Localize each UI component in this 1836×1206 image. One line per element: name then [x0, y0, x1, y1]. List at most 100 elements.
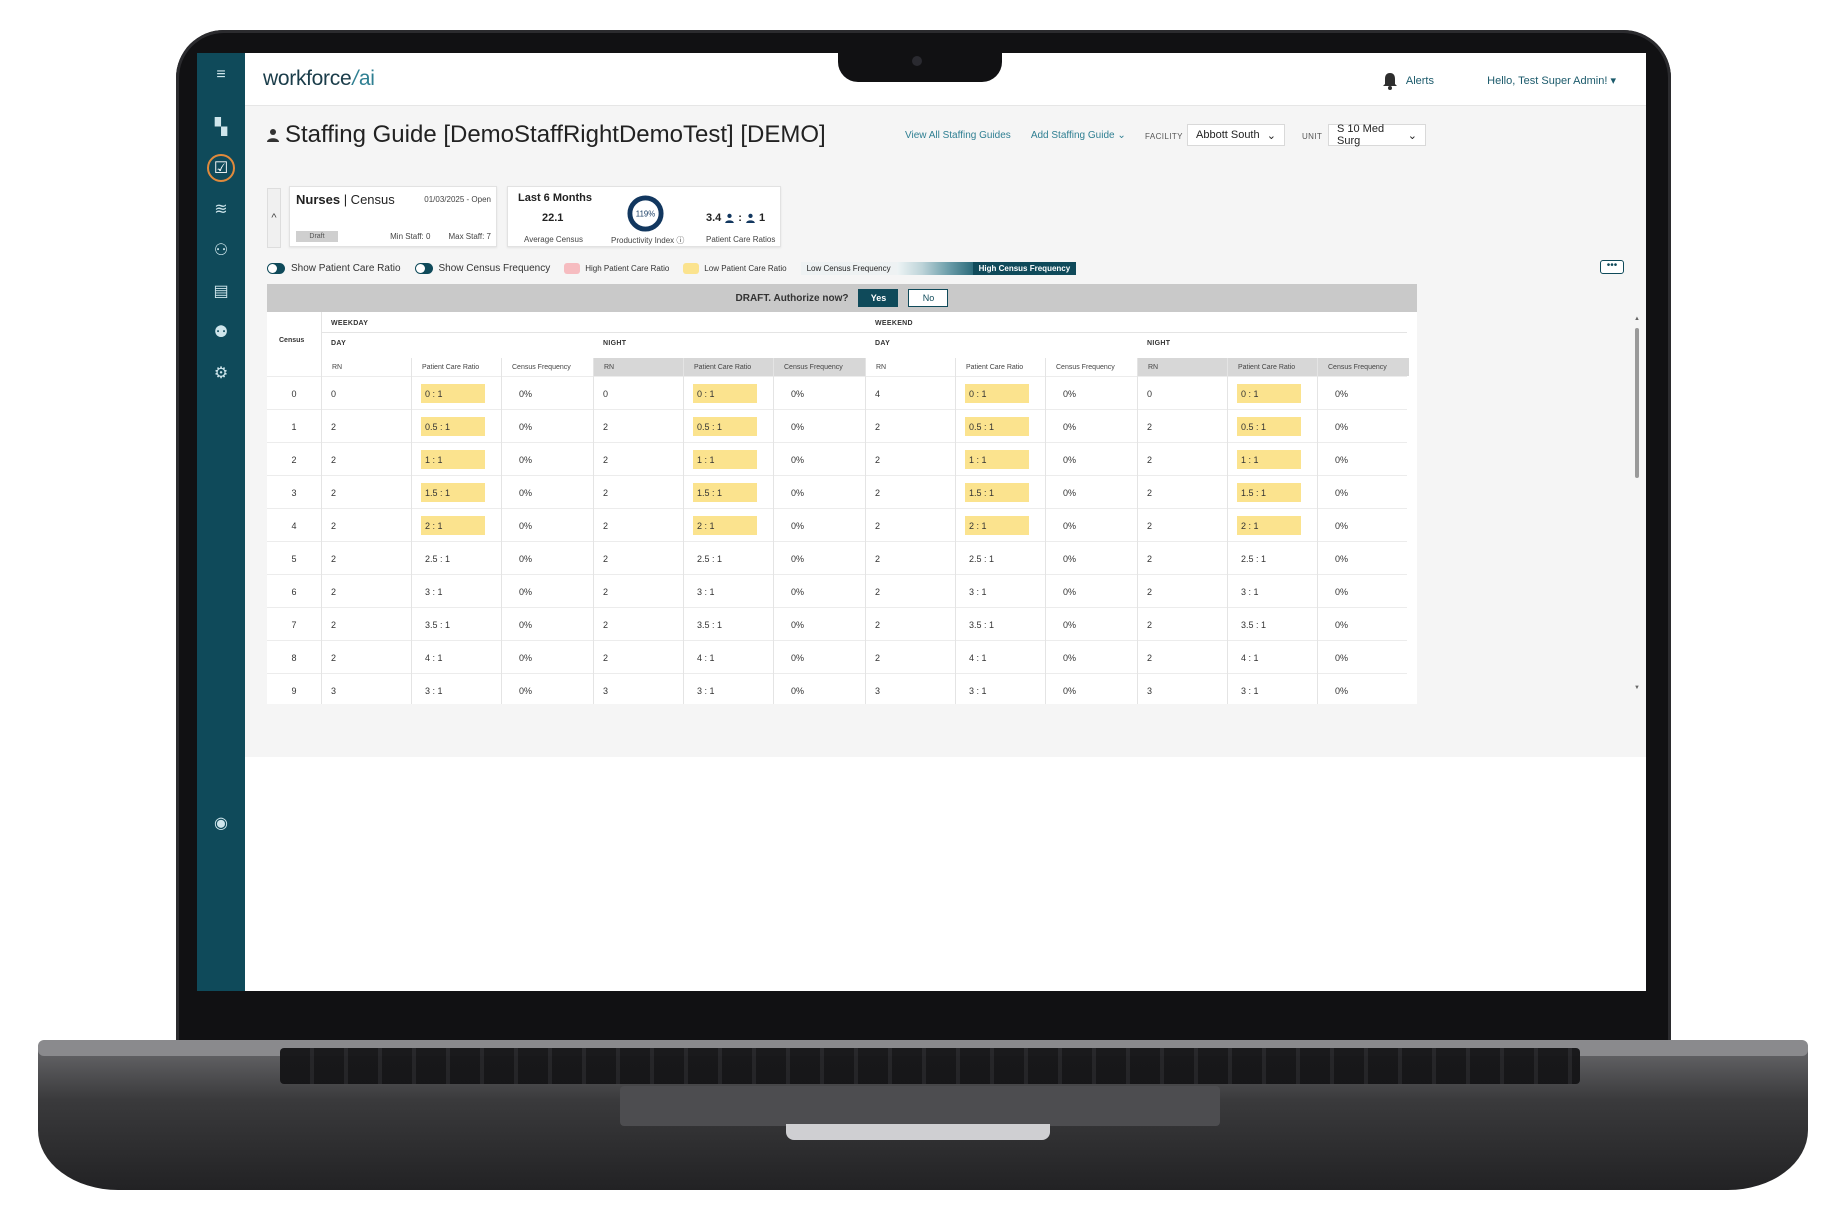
table-row: 9 3 3 : 1 0% 3 3 : 1 0% 3 3 : 1 0% 3 3 : 1 0% — [267, 673, 1407, 704]
rn-cell[interactable]: 0 — [331, 388, 337, 399]
column-divider — [1227, 358, 1228, 704]
ratio-label: Patient Care Ratios — [706, 235, 776, 244]
calendar-check-icon[interactable]: ☑ — [207, 154, 235, 182]
frequency-cell: 0% — [1063, 388, 1077, 399]
patient-care-ratio: 3.4 : 1 — [706, 212, 766, 224]
authorize-yes-button[interactable]: Yes — [858, 289, 899, 307]
view-all-guides-link[interactable]: View All Staffing Guides — [905, 130, 1011, 141]
ratio-cell: 2 : 1 — [693, 509, 773, 542]
ratio-chip: 0 : 1 — [1237, 384, 1301, 403]
column-divider — [411, 358, 412, 704]
rn-cell[interactable]: 2 — [331, 586, 337, 597]
scroll-thumb[interactable] — [1635, 328, 1639, 478]
rn-cell[interactable]: 2 — [875, 421, 881, 432]
collapse-summary-button[interactable]: ^ — [267, 188, 281, 248]
rn-cell[interactable]: 3 — [603, 685, 609, 696]
scroll-up-icon[interactable]: ▲ — [1634, 316, 1640, 322]
show-ratio-toggle[interactable] — [267, 262, 285, 274]
frequency-cell: 0% — [791, 520, 805, 531]
rn-cell[interactable]: 2 — [1147, 421, 1153, 432]
grid-scrollbar[interactable]: ▲ ▼ — [1634, 316, 1640, 691]
high-frequency-label: High Census Frequency — [972, 261, 1077, 275]
card-title: Nurses | Census — [296, 192, 395, 207]
rn-cell[interactable]: 2 — [875, 553, 881, 564]
main-content: Staffing Guide [DemoStaffRightDemoTest] … — [245, 106, 1646, 757]
rn-cell[interactable]: 2 — [875, 487, 881, 498]
ratio-cell: 0 : 1 — [965, 377, 1045, 410]
ratio-chip: 3 : 1 — [697, 685, 715, 696]
rn-cell[interactable]: 2 — [1147, 454, 1153, 465]
rn-cell[interactable]: 3 — [331, 685, 337, 696]
rn-cell[interactable]: 3 — [875, 685, 881, 696]
rn-cell[interactable]: 2 — [603, 586, 609, 597]
layers-icon[interactable]: ≋ — [214, 201, 228, 218]
frequency-cell: 0% — [1063, 586, 1077, 597]
census-cell: 1 — [291, 421, 297, 432]
rn-cell[interactable]: 2 — [875, 454, 881, 465]
users-icon[interactable]: ⚉ — [213, 324, 229, 341]
rn-cell[interactable]: 2 — [603, 652, 609, 663]
rn-cell[interactable]: 2 — [331, 619, 337, 630]
min-staff: Min Staff: 0 — [390, 232, 431, 241]
user-menu[interactable]: Hello, Test Super Admin! ▾ — [1487, 75, 1616, 87]
rn-cell[interactable]: 2 — [603, 454, 609, 465]
team-icon[interactable]: ⚇ — [213, 242, 229, 259]
column-divider — [1137, 358, 1138, 704]
rn-cell[interactable]: 0 — [1147, 388, 1153, 399]
frequency-cell: 0% — [519, 619, 533, 630]
scroll-down-icon[interactable]: ▼ — [1634, 685, 1640, 691]
settings-icon[interactable]: ⚙ — [213, 365, 229, 382]
add-guide-link[interactable]: Add Staffing Guide ⌄ — [1030, 130, 1126, 141]
rn-cell[interactable]: 4 — [875, 388, 881, 399]
more-options-button[interactable]: ••• — [1600, 260, 1624, 274]
ratio-cell: 3.5 : 1 — [965, 608, 1045, 641]
frequency-cell: 0% — [791, 388, 805, 399]
rn-cell[interactable]: 2 — [875, 619, 881, 630]
show-frequency-toggle[interactable] — [414, 262, 433, 274]
rn-cell[interactable]: 2 — [1147, 586, 1153, 597]
facility-select[interactable]: Abbott South ⌄ — [1187, 124, 1285, 146]
rn-cell[interactable]: 2 — [875, 586, 881, 597]
rn-cell[interactable]: 2 — [1147, 553, 1153, 564]
rn-cell[interactable]: 2 — [1147, 652, 1153, 663]
ratio-chip: 1.5 : 1 — [1237, 483, 1301, 502]
authorize-no-button[interactable]: No — [908, 289, 949, 307]
logo-text: workforce — [263, 67, 352, 90]
staff-limits: Min Staff: 0 Max Staff: 7 — [390, 232, 491, 241]
rn-cell[interactable]: 2 — [1147, 487, 1153, 498]
column-divider — [593, 358, 594, 704]
rn-cell[interactable]: 2 — [603, 421, 609, 432]
hamburger-icon[interactable]: ≡ — [216, 66, 226, 83]
frequency-cell: 0% — [791, 652, 805, 663]
rn-cell[interactable]: 2 — [331, 421, 337, 432]
rn-cell[interactable]: 2 — [603, 520, 609, 531]
high-ratio-swatch — [564, 262, 581, 274]
rn-cell[interactable]: 2 — [875, 652, 881, 663]
id-card-icon[interactable]: ▤ — [213, 283, 229, 300]
workforce-logo[interactable]: workforce/ai — [263, 67, 375, 91]
dashboard-icon[interactable]: ▚ — [214, 119, 228, 136]
ratio-chip: 2.5 : 1 — [969, 553, 995, 564]
unit-select[interactable]: S 10 Med Surg ⌄ — [1328, 123, 1426, 147]
rn-cell[interactable]: 2 — [1147, 520, 1153, 531]
rn-cell[interactable]: 3 — [1147, 685, 1153, 696]
ratio-cell: 1 : 1 — [693, 443, 773, 476]
rn-cell[interactable]: 2 — [331, 652, 337, 663]
weekday-day-header: DAY — [331, 340, 347, 347]
rn-cell[interactable]: 2 — [603, 487, 609, 498]
rn-cell[interactable]: 2 — [331, 520, 337, 531]
support-icon[interactable]: ◉ — [214, 815, 228, 832]
unit-label: UNIT — [1302, 132, 1323, 141]
rn-cell[interactable]: 0 — [603, 388, 609, 399]
rn-cell[interactable]: 2 — [331, 487, 337, 498]
rn-cell[interactable]: 2 — [331, 454, 337, 465]
rn-cell[interactable]: 2 — [331, 553, 337, 564]
rn-cell[interactable]: 2 — [603, 619, 609, 630]
frequency-column-header: Census Frequency — [1317, 358, 1408, 376]
rn-cell[interactable]: 2 — [603, 553, 609, 564]
alerts-button[interactable]: Alerts — [1382, 72, 1434, 90]
rn-cell[interactable]: 2 — [1147, 619, 1153, 630]
census-cell: 2 — [291, 454, 297, 465]
rn-cell[interactable]: 2 — [875, 520, 881, 531]
